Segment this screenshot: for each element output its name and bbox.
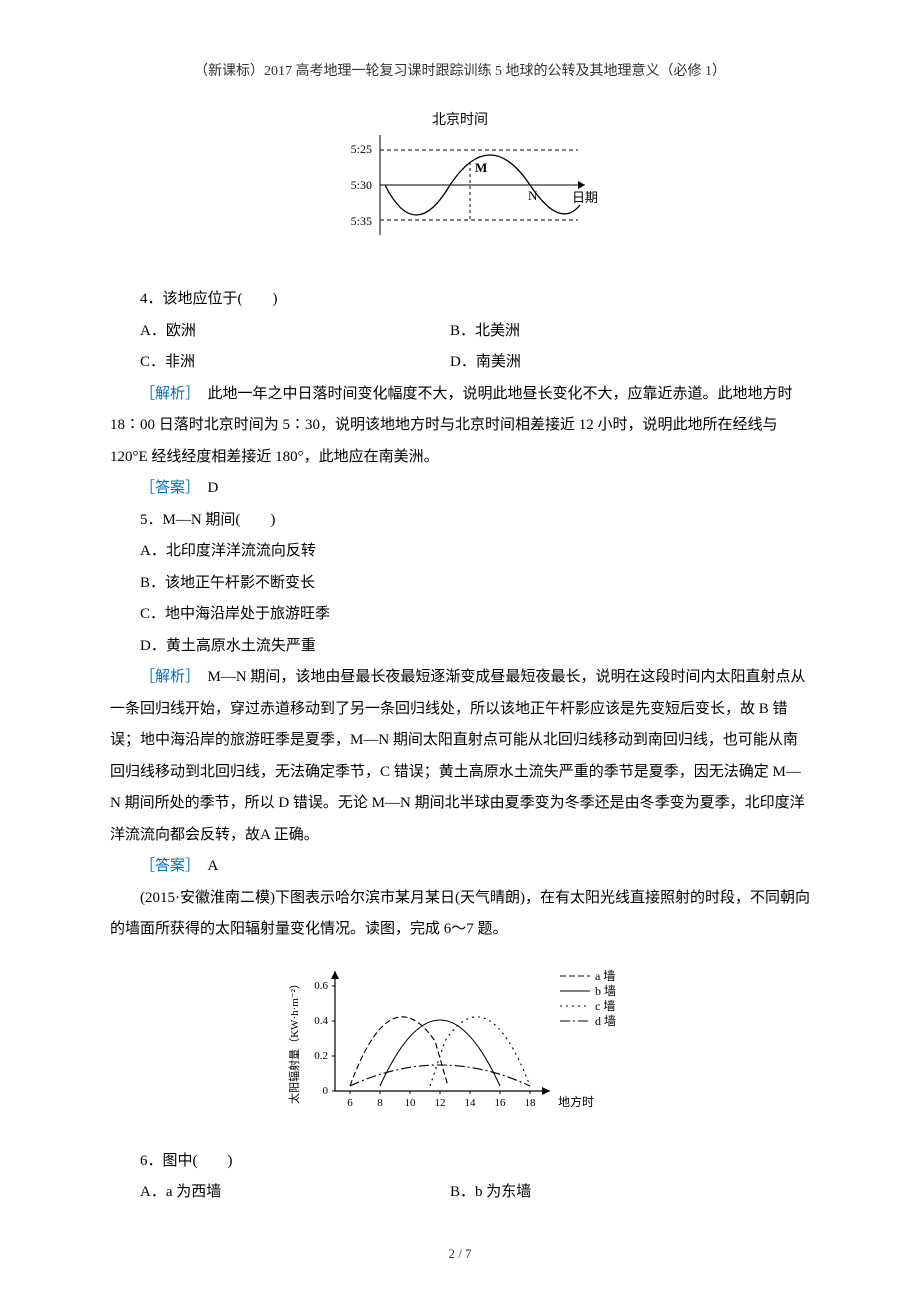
q5-opt-D: D．黄土高原水土流失严重 xyxy=(110,631,810,663)
svg-text:18: 18 xyxy=(525,1097,537,1109)
svg-text:c 墙: c 墙 xyxy=(595,999,615,1013)
chart1-ytick-2: 5:35 xyxy=(351,214,372,228)
chart1-label-M: M xyxy=(475,160,487,175)
q4-opt-B: B．北美洲 xyxy=(420,316,810,348)
svg-text:6: 6 xyxy=(347,1097,353,1109)
chart2-curve-b xyxy=(380,1020,500,1086)
chart2-xticks: 6 8 10 12 14 16 18 xyxy=(347,1091,536,1109)
q6-stem: 6．图中( ) xyxy=(110,1146,810,1178)
chart2-curve-c xyxy=(430,1016,530,1085)
chart1-xlabel: 日期 xyxy=(572,190,598,205)
svg-text:16: 16 xyxy=(495,1097,507,1109)
q6-row-ab: A．a 为西墙 B．b 为东墙 xyxy=(110,1177,810,1209)
chart2-legend: a 墙 b 墙 c 墙 d 墙 xyxy=(560,969,616,1028)
q5-explanation: ［解析］ M—N 期间，该地由昼最长夜最短逐渐变成昼最短夜最长，说明在这段时间内… xyxy=(110,662,810,851)
exp5-body: M—N 期间，该地由昼最长夜最短逐渐变成昼最短夜最长，说明在这段时间内太阳直射点… xyxy=(110,669,805,843)
q6-opt-A: A．a 为西墙 xyxy=(110,1177,420,1209)
svg-text:b 墙: b 墙 xyxy=(595,984,616,998)
q4-explanation: ［解析］ 此地一年之中日落时间变化幅度不大，说明此地昼长变化不大，应靠近赤道。此… xyxy=(110,379,810,474)
exp5-label: ［解析］ xyxy=(140,669,193,685)
chart1-ytick-1: 5:30 xyxy=(351,178,372,192)
exp4-label: ［解析］ xyxy=(140,386,193,402)
chart-radiation: 太阳辐射量（KW·h·m⁻²） 0 0.2 0.4 0.6 6 8 10 12 … xyxy=(280,956,640,1126)
page-footer: 2 / 7 xyxy=(0,1246,920,1262)
q5-opt-C: C．地中海沿岸处于旅游旺季 xyxy=(110,599,810,631)
page-header: （新课标）2017 高考地理一轮复习课时跟踪训练 5 地球的公转及其地理意义（必… xyxy=(110,60,810,80)
q5-opt-A: A．北印度洋洋流流向反转 xyxy=(110,536,810,568)
q4-answer: ［答案］ D xyxy=(110,473,810,505)
q4-opt-C: C．非洲 xyxy=(110,347,420,379)
q4-opt-A: A．欧洲 xyxy=(110,316,420,348)
svg-text:14: 14 xyxy=(465,1097,477,1109)
svg-text:8: 8 xyxy=(377,1097,383,1109)
chart2-yt1: 0.2 xyxy=(314,1050,328,1062)
q4-row-ab: A．欧洲 B．北美洲 xyxy=(110,316,810,348)
ans4-label: ［答案］ xyxy=(140,480,193,496)
q5-opt-B: B．该地正午杆影不断变长 xyxy=(110,568,810,600)
q4-row-cd: C．非洲 D．南美洲 xyxy=(110,347,810,379)
ans4-val: D xyxy=(193,480,219,496)
q4-opt-D: D．南美洲 xyxy=(420,347,810,379)
chart1-title: 北京时间 xyxy=(432,112,488,128)
ans5-val: A xyxy=(193,858,219,874)
chart2-yt3: 0.6 xyxy=(314,980,328,992)
svg-text:10: 10 xyxy=(405,1097,417,1109)
q5-answer: ［答案］ A xyxy=(110,851,810,883)
chart1-label-N: N xyxy=(528,188,538,203)
q4-stem: 4．该地应位于( ) xyxy=(110,284,810,316)
svg-text:12: 12 xyxy=(435,1097,446,1109)
chart2-ylabel: 太阳辐射量（KW·h·m⁻²） xyxy=(287,978,301,1104)
chart-sunset-time: 北京时间 5:25 5:30 5:35 M N 日期 xyxy=(320,110,600,260)
chart1-ytick-0: 5:25 xyxy=(351,142,372,156)
chart2-yt0: 0 xyxy=(323,1085,329,1097)
svg-text:a 墙: a 墙 xyxy=(595,969,615,983)
chart2-xlabel: 地方时 xyxy=(558,1094,594,1109)
q6-opt-B: B．b 为东墙 xyxy=(420,1177,810,1209)
exp4-body: 此地一年之中日落时间变化幅度不大，说明此地昼长变化不大，应靠近赤道。此地地方时 … xyxy=(110,386,793,465)
chart2-curve-d xyxy=(350,1065,530,1086)
chart2-yt2: 0.4 xyxy=(314,1015,328,1027)
q5-stem: 5．M—N 期间( ) xyxy=(110,505,810,537)
pre-q6-text: (2015·安徽淮南二模)下图表示哈尔滨市某月某日(天气晴朗)，在有太阳光线直接… xyxy=(110,883,810,946)
svg-text:d 墙: d 墙 xyxy=(595,1014,616,1028)
ans5-label: ［答案］ xyxy=(140,858,193,874)
